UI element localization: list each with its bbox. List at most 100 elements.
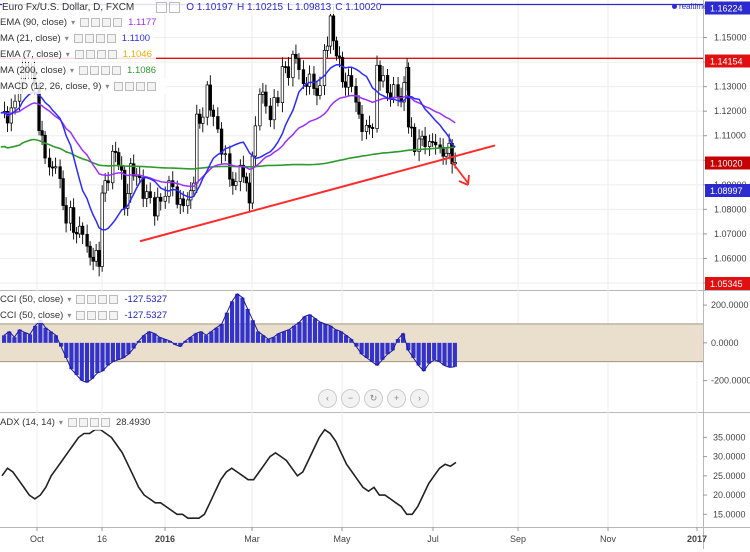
chevron-down-icon[interactable]: ▾: [65, 50, 70, 59]
ohlc-close: C 1.10020: [335, 1, 382, 13]
eye-icon[interactable]: [76, 311, 86, 320]
add-icon[interactable]: [98, 311, 108, 320]
candle-down: [198, 113, 202, 124]
chevron-down-icon[interactable]: ▾: [67, 311, 72, 320]
eye-icon[interactable]: [79, 66, 89, 75]
eye-icon[interactable]: [67, 418, 77, 427]
price-flag-label: 1.08997: [710, 186, 743, 196]
cci-legend-row[interactable]: CCI (50, close) ▾ -127.5327: [0, 308, 172, 323]
add-icon[interactable]: [98, 295, 108, 304]
cci-bar: [7, 331, 12, 343]
settings-icon[interactable]: [90, 66, 100, 75]
legend-name: EMA (90, close): [0, 17, 68, 28]
cci-bar: [307, 314, 312, 343]
close-icon[interactable]: [107, 50, 117, 59]
eye-icon[interactable]: [80, 18, 90, 27]
cci-bar: [178, 342, 183, 347]
realtime-dot-icon: [672, 4, 677, 9]
chevron-down-icon[interactable]: ▾: [64, 34, 69, 43]
legend-row[interactable]: MACD (12, 26, close, 9) ▾: [0, 79, 167, 94]
legend-row[interactable]: MA (21, close) ▾ 1.1100: [0, 31, 155, 46]
nav-zoom-in-button[interactable]: +: [387, 389, 406, 408]
candle-up: [186, 199, 190, 207]
candle-up: [223, 153, 227, 156]
cci-bar: [344, 335, 349, 343]
close-icon[interactable]: [106, 34, 116, 43]
chevron-down-icon[interactable]: ▾: [71, 18, 76, 27]
realtime-label: realtime: [672, 2, 707, 11]
settings-icon[interactable]: [84, 34, 94, 43]
settings-icon[interactable]: [91, 18, 101, 27]
nav-zoom-out-button[interactable]: −: [341, 389, 360, 408]
chevron-down-icon[interactable]: ▾: [58, 418, 63, 427]
cci-legend-row[interactable]: CCI (50, close) ▾ -127.5327: [0, 292, 172, 307]
settings-icon[interactable]: [78, 418, 88, 427]
candle-up: [111, 150, 115, 184]
eye-icon[interactable]: [76, 295, 86, 304]
candle-down: [171, 180, 175, 188]
symbol-title[interactable]: Euro Fx/U.S. Dollar, D, FXCM: [2, 1, 135, 13]
legend-row[interactable]: EMA (7, close) ▾ 1.1046: [0, 47, 156, 62]
chevron-down-icon[interactable]: ▾: [67, 295, 72, 304]
candle-down: [91, 256, 95, 262]
close-icon[interactable]: [147, 82, 157, 91]
close-icon[interactable]: [109, 295, 119, 304]
candle-up: [167, 180, 171, 197]
cci-bar: [152, 333, 157, 343]
cci-bar: [240, 297, 245, 343]
close-icon[interactable]: [109, 311, 119, 320]
time-tick-label: Sep: [510, 534, 526, 544]
settings-icon[interactable]: [125, 82, 135, 91]
adx-legend-row[interactable]: ADX (14, 14) ▾ 28.4930: [0, 415, 155, 430]
nav-scroll-left-button[interactable]: ‹: [318, 389, 337, 408]
add-icon[interactable]: [102, 18, 112, 27]
add-icon[interactable]: [136, 82, 146, 91]
legend-value: 28.4930: [115, 417, 151, 428]
candle-down: [423, 135, 427, 148]
price-tick-label: 1.12000: [714, 106, 747, 116]
cci-bar: [349, 339, 354, 343]
nav-reset-button[interactable]: ↻: [364, 389, 383, 408]
time-tick-label: 2017: [687, 534, 707, 544]
candle-down: [334, 40, 339, 57]
chevron-down-icon[interactable]: ▾: [70, 66, 75, 75]
candle-down: [216, 116, 220, 130]
cci-pane: [0, 293, 703, 384]
candle-up: [156, 196, 160, 217]
candle-down: [244, 176, 249, 184]
add-icon[interactable]: [95, 34, 105, 43]
eye-icon[interactable]: [114, 82, 124, 91]
cci-bar: [255, 331, 261, 343]
close-icon[interactable]: [112, 66, 122, 75]
cci-bar: [442, 342, 447, 366]
cci-bar: [411, 342, 416, 358]
legend-value: 1.1177: [128, 17, 157, 28]
eye-icon[interactable]: [73, 34, 83, 43]
chevron-down-icon[interactable]: ▾: [105, 82, 110, 91]
cci-bar: [292, 325, 297, 343]
close-icon[interactable]: [113, 18, 123, 27]
add-icon[interactable]: [96, 50, 106, 59]
add-icon[interactable]: [89, 418, 99, 427]
legend-row[interactable]: EMA (90, close) ▾ 1.1177: [0, 15, 161, 30]
eye-icon[interactable]: [74, 50, 84, 59]
settings-icon[interactable]: [156, 1, 168, 13]
add-icon[interactable]: [101, 66, 111, 75]
ma-21-line: [0, 63, 456, 231]
adx-tick-label: 35.0000: [713, 432, 746, 442]
cci-bar: [167, 340, 172, 343]
eye-icon[interactable]: [169, 1, 181, 13]
settings-icon[interactable]: [87, 311, 97, 320]
candle-up: [258, 94, 262, 127]
chart-navigation: ‹ − ↻ + ›: [318, 389, 429, 408]
settings-icon[interactable]: [85, 50, 95, 59]
candle-down: [80, 225, 85, 235]
cci-bar: [297, 322, 302, 343]
legend-row[interactable]: MA (200, close) ▾ 1.1086: [0, 63, 161, 78]
settings-icon[interactable]: [87, 295, 97, 304]
close-icon[interactable]: [100, 418, 110, 427]
nav-scroll-right-button[interactable]: ›: [410, 389, 429, 408]
candle-down: [47, 157, 52, 168]
